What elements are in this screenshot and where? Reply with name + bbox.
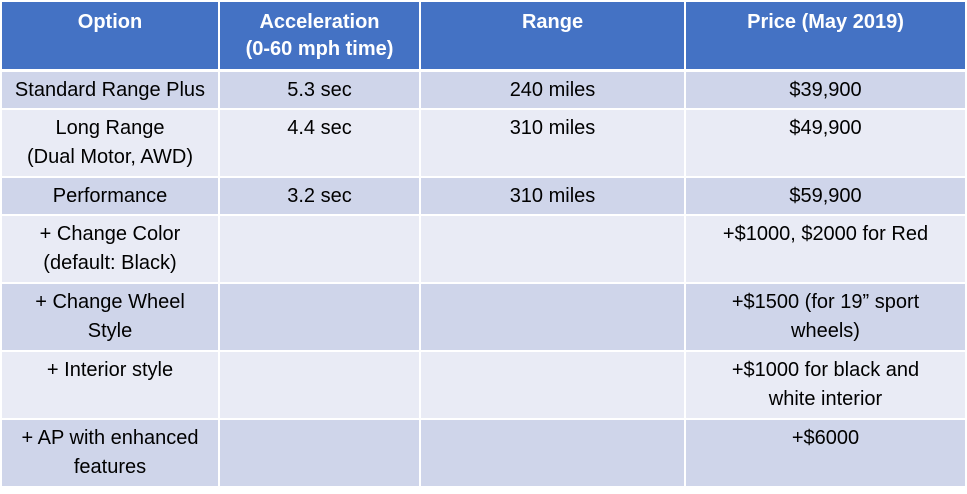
cell-range-text: 310 miles (509, 116, 596, 139)
header-price: Price (May 2019) (685, 2, 965, 72)
table-row: Standard Range Plus 5.3 sec 240 miles $3… (2, 70, 965, 110)
cell-option: + AP with enhanced features (2, 418, 220, 488)
cell-range: 310 miles (420, 108, 686, 178)
cell-price-text: $49,900 (789, 116, 862, 139)
cell-price-text: +$1500 (for 19” sport wheels) (731, 290, 920, 342)
table-row: Performance 3.2 sec 310 miles $59,900 (2, 176, 965, 216)
cell-option-text: + AP with enhanced features (21, 426, 199, 478)
cell-range (420, 282, 686, 352)
pricing-table: Option Acceleration (0-60 mph time) Rang… (2, 2, 965, 488)
header-row: Option Acceleration (0-60 mph time) Rang… (2, 2, 965, 72)
header-range: Range (420, 2, 686, 72)
cell-price-text: $59,900 (789, 184, 862, 207)
cell-option: Standard Range Plus (2, 70, 220, 110)
cell-price-text: $39,900 (789, 79, 862, 101)
cell-price: $39,900 (685, 70, 965, 110)
cell-range (420, 418, 686, 488)
cell-option-text: + Change Wheel Style (35, 290, 185, 342)
cell-price: +$1500 (for 19” sport wheels) (685, 282, 965, 352)
header-price-text: Price (May 2019) (747, 11, 904, 33)
header-acceleration: Acceleration (0-60 mph time) (219, 2, 421, 72)
header-option: Option (2, 2, 220, 72)
cell-option-text: + Change Color (default: Black) (39, 222, 181, 274)
cell-option-text: Performance (52, 184, 168, 207)
cell-range-text: 240 miles (509, 79, 596, 101)
table-row: Long Range (Dual Motor, AWD) 4.4 sec 310… (2, 108, 965, 178)
cell-price: +$6000 (685, 418, 965, 488)
cell-range: 240 miles (420, 70, 686, 110)
cell-acceleration-text: 4.4 sec (287, 116, 352, 139)
cell-range (420, 214, 686, 284)
cell-price: $59,900 (685, 176, 965, 216)
cell-price-text: +$1000, $2000 for Red (722, 222, 929, 245)
cell-range: 310 miles (420, 176, 686, 216)
cell-acceleration-text: 5.3 sec (287, 79, 352, 101)
header-range-text: Range (521, 11, 584, 33)
cell-option-text: Long Range (Dual Motor, AWD) (27, 116, 193, 168)
header-option-line-1: Option (77, 11, 143, 33)
cell-price-text: +$6000 (791, 426, 860, 449)
cell-option: Performance (2, 176, 220, 216)
table-row: + Change Color (default: Black) +$1000, … (2, 214, 965, 284)
cell-acceleration (219, 282, 421, 352)
cell-price: +$1000, $2000 for Red (685, 214, 965, 284)
cell-option: Long Range (Dual Motor, AWD) (2, 108, 220, 178)
cell-price: $49,900 (685, 108, 965, 178)
cell-price: +$1000 for black and white interior (685, 350, 965, 420)
cell-acceleration: 3.2 sec (219, 176, 421, 216)
cell-price-text: +$1000 for black and white interior (731, 358, 920, 410)
cell-acceleration (219, 350, 421, 420)
header-acceleration-text: Acceleration (0-60 mph time) (245, 11, 394, 60)
cell-option: + Interior style (2, 350, 220, 420)
table-row: + Interior style +$1000 for black and wh… (2, 350, 965, 420)
cell-option-text: Standard Range Plus (14, 79, 206, 101)
cell-option: + Change Color (default: Black) (2, 214, 220, 284)
cell-option: + Change Wheel Style (2, 282, 220, 352)
table-row: + AP with enhanced features +$6000 (2, 418, 965, 488)
cell-acceleration-text: 3.2 sec (287, 184, 352, 207)
cell-acceleration: 5.3 sec (219, 70, 421, 110)
cell-acceleration (219, 214, 421, 284)
cell-range-text: 310 miles (509, 184, 596, 207)
cell-option-text: + Interior style (46, 358, 174, 381)
cell-acceleration: 4.4 sec (219, 108, 421, 178)
table-row: + Change Wheel Style +$1500 (for 19” spo… (2, 282, 965, 352)
cell-acceleration (219, 418, 421, 488)
cell-range (420, 350, 686, 420)
